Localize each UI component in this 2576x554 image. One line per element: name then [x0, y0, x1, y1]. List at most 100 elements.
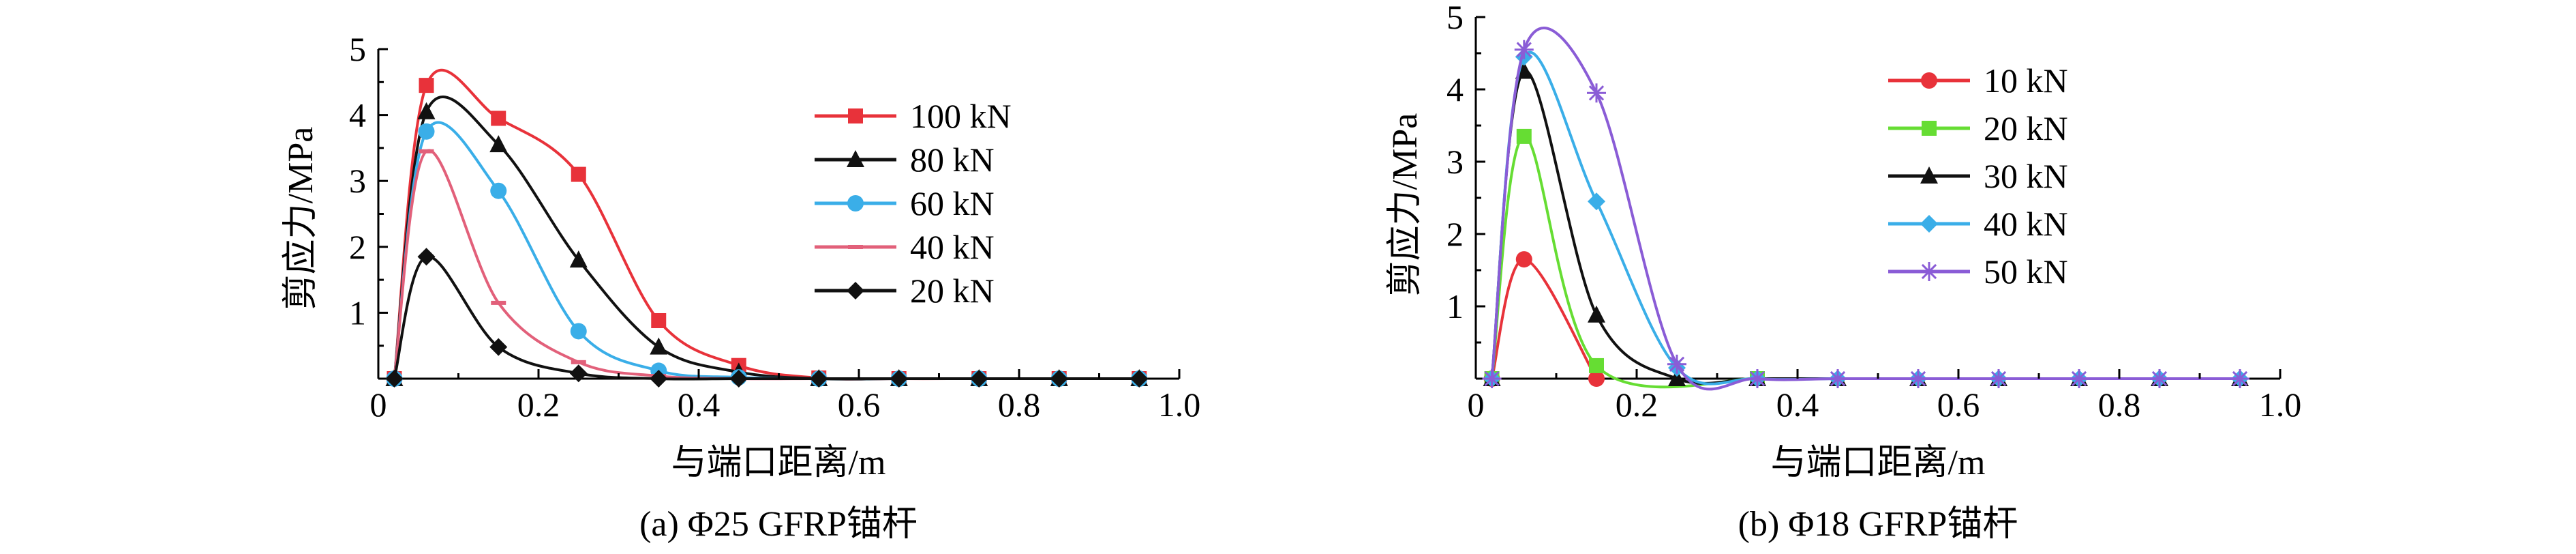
data-point [569, 250, 588, 268]
data-point [1589, 358, 1604, 373]
y-tick-label: 5 [1446, 0, 1464, 36]
legend-b: 10 kN 20 kN 30 kN 40 kN 50 kN [1888, 61, 2068, 291]
series-line [1490, 258, 1598, 380]
series-line [1490, 27, 2240, 391]
legend-item: 20 kN [1888, 109, 2068, 147]
y-tick-labels-a: 1 2 3 4 5 [349, 30, 388, 347]
data-point [2070, 369, 2089, 388]
legend-label: 100 kN [910, 97, 1012, 135]
legend-item: 50 kN [1888, 252, 2068, 291]
chart-panel-b: 0 0.2 0.4 0.6 0.8 1.0 1 2 3 4 5 10 kN 20 kN 30 kN 40… [1386, 0, 2301, 544]
x-tick-label: 1.0 [2259, 385, 2302, 424]
x-tick-label: 0.6 [838, 385, 881, 424]
y-tick-label: 2 [349, 228, 366, 266]
data-point [1516, 128, 1532, 144]
x-tick-label: 1.0 [1158, 385, 1201, 424]
legend-label: 40 kN [910, 228, 995, 266]
series-line [1490, 134, 1758, 389]
data-point [491, 111, 506, 126]
y-axis-label-b: 剪应力/MPa [1386, 113, 1425, 297]
data-point [1588, 370, 1605, 387]
plot-area-b [1474, 17, 2280, 391]
data-point [651, 312, 667, 328]
data-point [418, 123, 435, 140]
data-point [1668, 369, 1686, 386]
legend-marker [847, 150, 864, 167]
series-line [393, 149, 1140, 381]
y-tick-label: 3 [1446, 143, 1464, 181]
data-point [419, 78, 434, 93]
data-point [1482, 369, 1502, 388]
data-point [2230, 369, 2249, 388]
y-tick-label: 5 [349, 30, 366, 68]
legend-label: 50 kN [1984, 252, 2068, 291]
data-point [1587, 83, 1606, 103]
x-tick-label: 0.8 [2098, 385, 2141, 424]
x-axis-label-a: 与端口距离/m [671, 443, 886, 482]
legend-label: 20 kN [1984, 109, 2068, 147]
x-tick-label: 0 [370, 385, 387, 424]
series-line [393, 96, 1140, 381]
series-line [1490, 70, 2240, 385]
legend-item: 60 kN [815, 184, 995, 222]
data-point [489, 135, 508, 153]
series-100-kN [387, 68, 1147, 386]
series-30-kN [1483, 61, 2249, 386]
x-tick-label: 0 [1468, 385, 1485, 424]
data-point [650, 337, 668, 355]
caption-a: (a) Φ25 GFRP锚杆 [639, 505, 918, 544]
data-point [419, 149, 434, 154]
data-point [571, 360, 586, 364]
x-tick-label: 0.4 [678, 385, 721, 424]
legend-marker [848, 108, 863, 123]
x-tick-labels-a: 0 0.2 0.4 0.6 0.8 1.0 [370, 369, 1201, 424]
y-tick-label: 4 [1446, 70, 1464, 108]
legend-a: 100 kN 80 kN 60 kN 40 kN 20 kN [815, 97, 1012, 310]
data-point [1989, 369, 2008, 388]
x-tick-label: 0.4 [1776, 385, 1819, 424]
legend-marker [1920, 166, 1938, 184]
legend-marker [847, 282, 864, 300]
data-point [1667, 354, 1686, 374]
data-point [1515, 251, 1532, 268]
data-point [491, 300, 506, 305]
legend-item: 100 kN [815, 97, 1012, 135]
y-tick-labels-b: 1 2 3 4 5 [1446, 0, 1485, 344]
y-axis-label-a: 剪应力/MPa [282, 127, 320, 310]
x-tick-labels-b: 0 0.2 0.4 0.6 0.8 1.0 [1468, 369, 2302, 424]
data-point [1514, 40, 1534, 59]
data-point [970, 370, 988, 388]
y-tick-label: 1 [349, 293, 366, 332]
legend-item: 80 kN [815, 141, 995, 179]
y-tick-label: 1 [1446, 287, 1464, 325]
data-point [570, 323, 587, 340]
legend-label: 10 kN [1984, 61, 2068, 100]
legend-marker [847, 195, 864, 212]
y-tick-label: 4 [349, 96, 366, 134]
legend-marker [1920, 215, 1938, 233]
legend-label: 30 kN [1984, 157, 2068, 195]
data-point [729, 370, 748, 388]
data-point [1130, 370, 1149, 388]
data-point [1909, 369, 1928, 388]
x-tick-label: 0.8 [998, 385, 1041, 424]
data-point [650, 370, 668, 388]
y-tick-label: 2 [1446, 215, 1464, 253]
legend-marker [1920, 262, 1939, 281]
data-point [1050, 370, 1068, 388]
legend-label: 60 kN [910, 184, 995, 222]
data-point [417, 248, 436, 266]
x-tick-label: 0.2 [1616, 385, 1658, 424]
chart-panel-a: 0 0.2 0.4 0.6 0.8 1.0 1 2 3 4 5 100 kN 80 kN 60 kN 4… [282, 30, 1200, 544]
data-point [2150, 369, 2169, 388]
data-point [417, 102, 436, 119]
data-point [490, 182, 507, 199]
series-line [393, 68, 1140, 381]
legend-item: 40 kN [815, 228, 995, 266]
series-20-kN [385, 248, 1149, 388]
legend-item: 20 kN [815, 272, 995, 310]
legend-item: 10 kN [1888, 61, 2068, 100]
data-point [810, 370, 828, 388]
data-point [1828, 369, 1847, 388]
